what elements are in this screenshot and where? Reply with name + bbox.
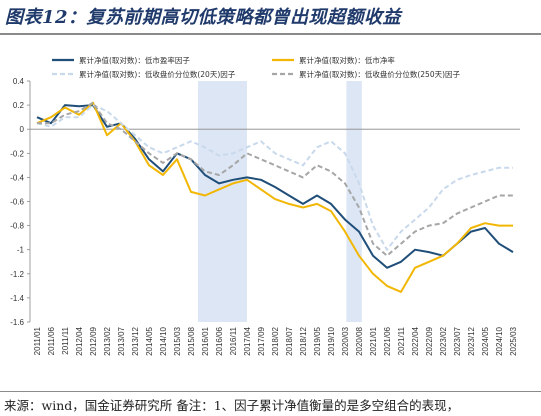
y-tick-label: 0.4 <box>13 77 25 86</box>
shaded-period-2 <box>346 81 362 322</box>
source-note: 来源：wind，国金证券研究所 备注：1、因子累计净值衡量的是多空组合的表现， <box>4 398 460 413</box>
y-tick-label: -1.4 <box>10 294 24 303</box>
x-tick-label: 2017/04 <box>243 326 252 355</box>
x-tick-label: 2014/05 <box>145 326 154 355</box>
x-tick-label: 2021/11 <box>397 326 406 355</box>
x-tick-label: 2022/04 <box>411 326 420 355</box>
series-lines <box>36 101 514 293</box>
x-tick-label: 2014/10 <box>159 326 168 355</box>
legend-label: 累计净值(取对数)：低收盘价分位数(20天)因子 <box>79 69 236 79</box>
y-tick-label: -0.6 <box>10 198 24 207</box>
x-tick-label: 2012/09 <box>89 326 98 355</box>
x-tick-label: 2019/05 <box>313 326 322 355</box>
y-axis-ticks: 0.4 0.2 0 -0.2 -0.4 -0.6 -0.8 -1 -1.2 -1.4 -1.6 <box>10 77 30 327</box>
y-tick-label: -1 <box>17 246 25 255</box>
x-tick-label: 2019/10 <box>327 326 336 355</box>
series-line-4 <box>37 101 513 257</box>
x-tick-label: 2025/03 <box>509 326 518 355</box>
y-tick-label: -0.2 <box>10 149 24 158</box>
x-tick-label: 2011/01 <box>33 326 42 355</box>
bottom-rule <box>0 391 541 392</box>
x-axis-ticks: 2011/01 2011/06 2011/11 2012/04 2012/09 2013/… <box>33 326 518 355</box>
x-tick-label: 2018/12 <box>299 326 308 355</box>
x-tick-label: 2020/08 <box>355 326 364 355</box>
x-tick-label: 2015/08 <box>187 326 196 355</box>
x-tick-label: 2011/11 <box>61 326 70 354</box>
x-tick-label: 2023/02 <box>439 326 448 355</box>
y-tick-label: 0 <box>20 125 25 134</box>
line-chart: 0.4 0.2 0 -0.2 -0.4 -0.6 -0.8 -1 -1.2 -1.4 -1.6 20… <box>10 55 520 356</box>
x-tick-label: 2021/06 <box>383 326 392 355</box>
x-tick-label: 2016/01 <box>201 326 210 355</box>
x-tick-label: 2016/11 <box>229 326 238 355</box>
series-line-1 <box>36 104 514 269</box>
x-tick-label: 2021/01 <box>369 326 378 355</box>
x-tick-label: 2023/12 <box>467 326 476 355</box>
legend-label: 累计净值(取对数)：低市净率 <box>299 55 395 65</box>
x-tick-label: 2018/02 <box>271 326 280 355</box>
figure-title: 图表12：复苏前期高切低策略都曾出现超额收益 <box>5 7 402 28</box>
shaded-period-1 <box>198 81 247 322</box>
legend-label: 累计净值(取对数)：低市盈率因子 <box>79 55 190 65</box>
y-tick-label: -0.8 <box>10 222 24 231</box>
x-tick-label: 2024/10 <box>495 326 504 355</box>
x-tick-label: 2017/09 <box>257 326 266 355</box>
x-tick-label: 2013/02 <box>103 326 112 355</box>
legend-label: 累计净值(取对数)：低收盘价分位数(250天)因子 <box>299 69 461 79</box>
x-tick-label: 2013/07 <box>117 326 126 355</box>
series-line-2 <box>36 101 513 293</box>
x-tick-label: 2015/03 <box>173 326 182 355</box>
y-tick-label: -0.4 <box>10 173 24 182</box>
x-tick-label: 2020/03 <box>341 326 350 355</box>
axes <box>29 81 520 322</box>
series-line-3 <box>36 104 513 251</box>
x-tick-label: 2011/06 <box>47 326 56 355</box>
title-rule <box>0 33 541 35</box>
y-tick-label: 0.2 <box>13 101 25 110</box>
x-tick-label: 2012/04 <box>75 326 84 355</box>
x-tick-label: 2016/06 <box>215 326 224 355</box>
y-tick-label: -1.2 <box>10 270 24 279</box>
y-tick-label: -1.6 <box>10 318 24 327</box>
legend: 累计净值(取对数)：低市盈率因子 累计净值(取对数)：低市净率累计净值(取对数)：… <box>52 55 461 79</box>
shaded-periods <box>198 81 362 322</box>
x-tick-label: 2024/05 <box>481 326 490 355</box>
x-tick-label: 2013/12 <box>131 326 140 355</box>
x-tick-label: 2018/07 <box>285 326 294 355</box>
x-tick-label: 2022/09 <box>425 326 434 355</box>
x-tick-label: 2023/07 <box>453 326 462 355</box>
